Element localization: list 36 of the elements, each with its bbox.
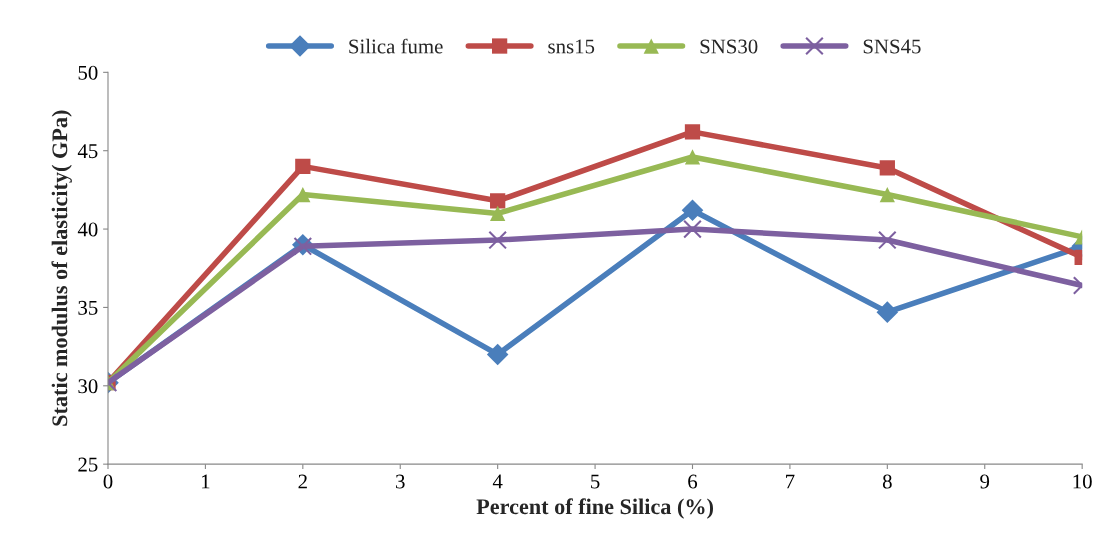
point: [877, 230, 897, 250]
x-tick-label: 4: [492, 474, 503, 489]
point: [295, 158, 311, 175]
point: [683, 219, 702, 239]
y-tick-label: 25: [78, 457, 98, 472]
point: [490, 193, 506, 209]
point: [490, 205, 506, 222]
y-tick-label: 40: [77, 222, 98, 237]
x-tick-label: 1: [202, 474, 210, 489]
x-tick-label: 6: [688, 474, 698, 489]
x-tick-label: 10: [1073, 474, 1092, 489]
y-tick-label: 45: [77, 144, 98, 159]
point: [486, 343, 509, 366]
point: [684, 149, 701, 165]
point: [879, 160, 895, 176]
point: [876, 301, 899, 323]
x-tick-label: 3: [396, 474, 405, 489]
x-tick-label: 7: [786, 474, 795, 489]
legend-label: SNS45: [863, 39, 921, 54]
point: [681, 199, 704, 222]
legend-label: sns15: [548, 39, 595, 54]
x-tick-label: 5: [591, 474, 600, 489]
x-tick-label: 8: [882, 474, 892, 489]
point: [879, 186, 895, 203]
y-tick-label: 50: [78, 65, 98, 80]
legend-label: SNS30: [700, 39, 758, 54]
x-axis-title: Percent of fine Silica (%): [476, 498, 714, 519]
y-tick-label: 35: [78, 300, 98, 315]
point: [488, 230, 508, 250]
x-tick-label: 9: [980, 474, 990, 489]
x-tick-label: 2: [298, 474, 307, 489]
point: [684, 124, 701, 140]
y-tick-label: 30: [78, 379, 98, 394]
y-axis-title: Static modulus of elasticity( GPa): [51, 110, 72, 426]
legend-label: Silica fume: [349, 38, 443, 54]
x-tick-label: 0: [103, 474, 113, 489]
